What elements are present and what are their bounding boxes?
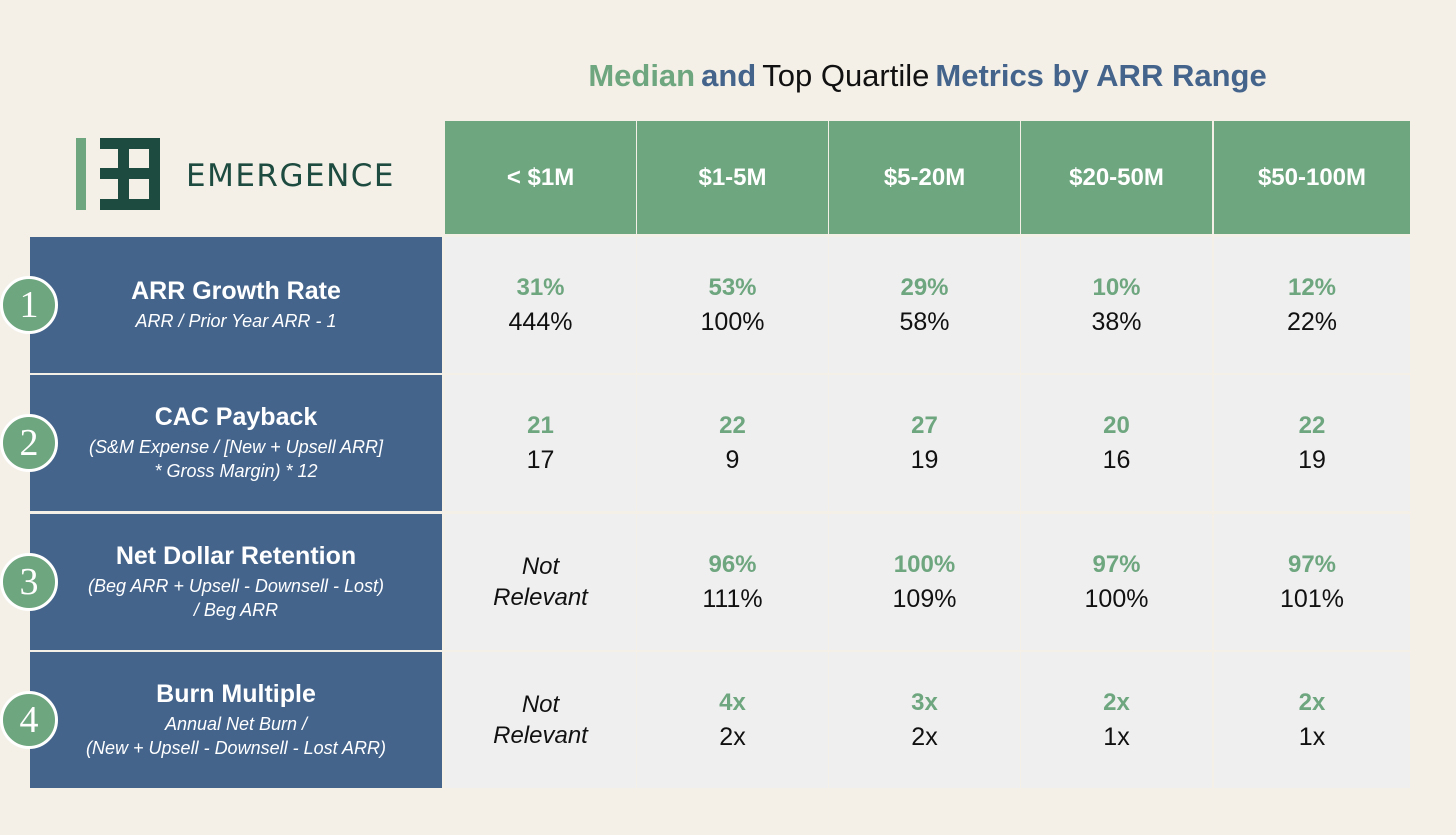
title-top-quartile: Top Quartile (762, 58, 930, 93)
median-value: 97% (1287, 551, 1337, 578)
median-value: 97% (1092, 551, 1141, 578)
top-quartile-value: 444% (508, 308, 573, 336)
median-value: 4x (719, 689, 746, 716)
median-value: 31% (516, 274, 565, 301)
median-value: 21 (527, 412, 554, 439)
emergence-logo-text: EMERGENCE (186, 158, 395, 194)
top-quartile-value: 38% (1091, 308, 1142, 336)
metric-formula: Annual Net Burn / (164, 714, 308, 734)
table-cell: 22 19 (1214, 375, 1410, 511)
top-quartile-value: 111% (702, 585, 763, 613)
table-cell: 2x 1x (1214, 652, 1410, 788)
not-relevant-text: Relevant (493, 722, 588, 749)
table-cell: 4x 2x (637, 652, 828, 788)
metric-name: ARR Growth Rate (131, 277, 341, 305)
top-quartile-value: 17 (526, 446, 555, 474)
table-cell: 12% 22% (1214, 237, 1410, 373)
median-value: 53% (708, 274, 757, 301)
table-cell: 96% 111% (637, 514, 828, 650)
title-metrics: Metrics by ARR Range (935, 58, 1267, 93)
metric-name: Net Dollar Retention (115, 542, 357, 570)
top-quartile-value: 58% (899, 308, 950, 336)
table-cell: 97% 100% (1021, 514, 1212, 650)
top-quartile-value: 19 (910, 446, 939, 474)
median-value: 2x (1103, 689, 1130, 716)
table-cell: 20 16 (1021, 375, 1212, 511)
not-relevant-text: Relevant (493, 584, 588, 611)
emergence-logo-mark (76, 138, 160, 210)
table-cell: Not Relevant (445, 652, 636, 788)
top-quartile-value: 2x (719, 723, 746, 751)
column-header: $20-50M (1021, 121, 1212, 234)
table-cell: 21 17 (445, 375, 636, 511)
median-value: 10% (1092, 274, 1141, 301)
top-quartile-value: 9 (725, 446, 740, 474)
table-cell: 100% 109% (829, 514, 1020, 650)
column-header: $1-5M (637, 121, 828, 234)
metric-formula: / Beg ARR (193, 600, 279, 620)
table-cell: 3x 2x (829, 652, 1020, 788)
median-value: 20 (1103, 412, 1130, 439)
row-label: CAC Payback (S&M Expense / [New + Upsell … (30, 375, 442, 511)
metric-formula: * Gross Margin) * 12 (154, 461, 318, 481)
row-number-badge: 4 (0, 691, 58, 749)
column-header: < $1M (445, 121, 636, 234)
page-title: Median and Top Quartile Metrics by ARR Rang… (445, 58, 1410, 94)
table-cell: Not Relevant (445, 514, 636, 650)
top-quartile-value: 1x (1103, 723, 1130, 751)
title-and: and (701, 58, 757, 93)
column-header: $50-100M (1214, 121, 1410, 234)
row-label: Net Dollar Retention (Beg ARR + Upsell - … (30, 514, 442, 650)
top-quartile-value: 19 (1298, 446, 1326, 474)
median-value: 3x (911, 689, 938, 716)
metric-formula: (New + Upsell - Downsell - Lost ARR) (86, 738, 386, 758)
median-value: 29% (900, 274, 949, 301)
not-relevant-text: Not (521, 553, 560, 580)
median-value: 27 (911, 412, 938, 439)
top-quartile-value: 2x (911, 723, 938, 751)
row-number-badge: 1 (0, 276, 58, 334)
top-quartile-value: 16 (1102, 446, 1131, 474)
metric-name: Burn Multiple (156, 680, 316, 708)
top-quartile-value: 109% (892, 585, 957, 613)
table-cell: 27 19 (829, 375, 1020, 511)
table-cell: 29% 58% (829, 237, 1020, 373)
table-cell: 97% 101% (1214, 514, 1410, 650)
top-quartile-value: 1x (1298, 723, 1326, 751)
median-value: 96% (708, 551, 757, 578)
row-label: Burn Multiple Annual Net Burn / (New + Ups… (30, 652, 442, 788)
median-value: 2x (1298, 689, 1326, 716)
row-number-badge: 3 (0, 553, 58, 611)
median-value: 22 (719, 412, 746, 439)
metric-formula: ARR / Prior Year ARR - 1 (135, 311, 337, 331)
median-value: 12% (1287, 274, 1337, 301)
top-quartile-value: 100% (1084, 585, 1149, 613)
top-quartile-value: 101% (1280, 585, 1344, 613)
median-value: 22 (1298, 412, 1326, 439)
row-number-badge: 2 (0, 414, 58, 472)
metric-formula: (Beg ARR + Upsell - Downsell - Lost) (88, 576, 384, 596)
emergence-logo: EMERGENCE (76, 138, 396, 210)
table-cell: 10% 38% (1021, 237, 1212, 373)
table-cell: 2x 1x (1021, 652, 1212, 788)
median-value: 100% (893, 551, 956, 578)
top-quartile-value: 100% (700, 308, 765, 336)
column-header: $5-20M (829, 121, 1020, 234)
row-label: ARR Growth Rate ARR / Prior Year ARR - 1 (30, 237, 442, 373)
metric-formula: (S&M Expense / [New + Upsell ARR] (89, 437, 383, 457)
table-cell: 53% 100% (637, 237, 828, 373)
title-median: Median (588, 58, 696, 93)
metric-name: CAC Payback (154, 403, 318, 431)
table-cell: 31% 444% (445, 237, 636, 373)
table-cell: 22 9 (637, 375, 828, 511)
not-relevant-text: Not (521, 691, 560, 718)
top-quartile-value: 22% (1286, 308, 1338, 336)
